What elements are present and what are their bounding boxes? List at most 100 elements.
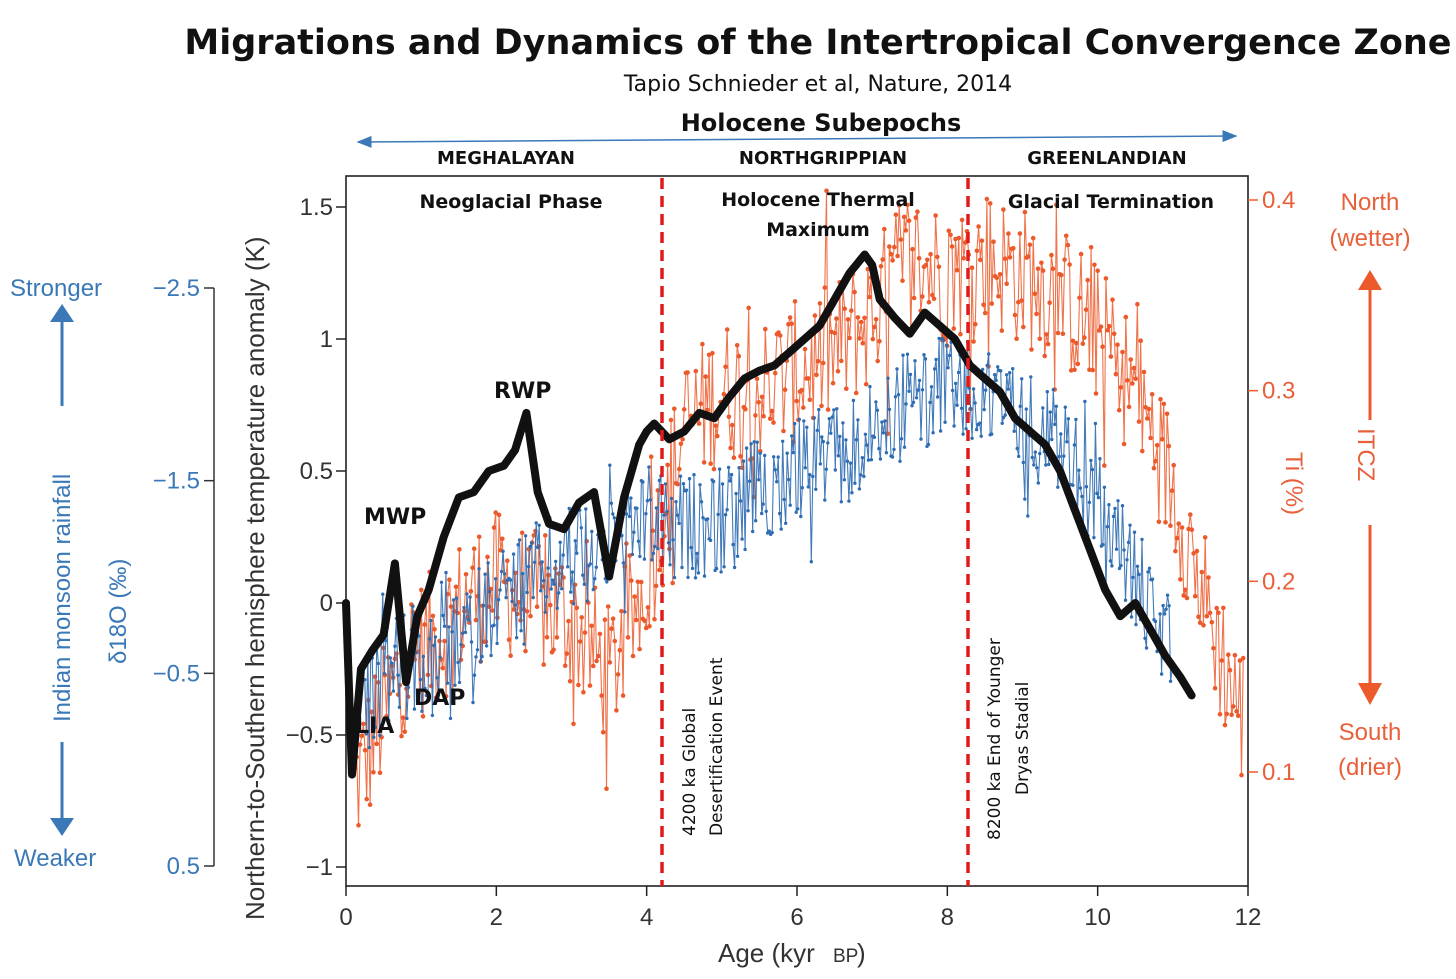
d18o-point bbox=[560, 587, 564, 591]
ti-point bbox=[892, 244, 897, 250]
d18o-point bbox=[412, 707, 417, 711]
ti-point bbox=[1153, 458, 1158, 464]
d18o-point bbox=[1050, 437, 1054, 442]
y-tick-label: 1 bbox=[320, 326, 333, 353]
d18o-point bbox=[537, 523, 541, 527]
ti-point bbox=[928, 251, 933, 257]
d18o-point bbox=[868, 384, 872, 389]
ti-point bbox=[1070, 338, 1076, 344]
d18o-point bbox=[387, 718, 391, 723]
ti-point bbox=[754, 376, 760, 382]
ti-point bbox=[863, 381, 869, 387]
ti-point bbox=[807, 397, 813, 403]
d18o-point bbox=[708, 538, 713, 543]
ti-point bbox=[675, 481, 680, 487]
d18o-point bbox=[973, 401, 977, 405]
ti-point bbox=[701, 460, 707, 465]
d18o-point bbox=[423, 686, 427, 691]
d18o-point bbox=[817, 407, 821, 412]
ti-point bbox=[834, 316, 839, 321]
d18o-series-line bbox=[364, 336, 1173, 748]
subepoch-greenlandian: GREENLANDIAN bbox=[1027, 148, 1186, 169]
ti-point bbox=[1034, 311, 1039, 317]
svg-text:8200 ka End of Younger: 8200 ka End of Younger bbox=[985, 638, 1005, 840]
d18o-point bbox=[674, 500, 678, 504]
d18o-point bbox=[829, 431, 833, 435]
d18o-point bbox=[1003, 413, 1007, 417]
d18o-point bbox=[555, 606, 559, 610]
temperature-anomaly-line bbox=[342, 250, 1196, 779]
d18o-point bbox=[990, 432, 994, 436]
d18o-point bbox=[528, 544, 532, 549]
phase-thermal-maximum-line1: Holocene Thermal bbox=[721, 189, 915, 211]
ti-point bbox=[981, 302, 986, 308]
d18o-point bbox=[1045, 390, 1050, 394]
d18o-point bbox=[487, 590, 492, 594]
ti-point bbox=[911, 295, 917, 301]
d18o-point bbox=[806, 485, 810, 489]
ti-point bbox=[399, 733, 404, 739]
x-tick-label: 12 bbox=[1235, 904, 1262, 931]
ti-point bbox=[1063, 233, 1069, 239]
ti-point bbox=[1224, 711, 1229, 717]
d18o-point bbox=[1110, 564, 1114, 568]
d18o-point bbox=[763, 453, 767, 458]
ti-point bbox=[619, 609, 624, 614]
ti-point bbox=[1232, 652, 1238, 658]
d18o-point bbox=[968, 406, 973, 411]
ti-point bbox=[973, 321, 978, 327]
d18o-point bbox=[1087, 500, 1092, 505]
d18o-point bbox=[850, 491, 854, 495]
d18o-point bbox=[474, 655, 478, 659]
d18o-point bbox=[1165, 593, 1170, 597]
d18o-point bbox=[483, 572, 487, 576]
d18o-point bbox=[1168, 679, 1173, 683]
d18o-point bbox=[787, 477, 791, 482]
d18o-point bbox=[719, 570, 723, 574]
ti-point bbox=[769, 408, 775, 414]
d18o-point bbox=[525, 590, 529, 595]
ti-point bbox=[442, 638, 447, 644]
d18o-point bbox=[895, 367, 899, 371]
ti-point bbox=[637, 646, 642, 652]
ti-point bbox=[1017, 231, 1023, 236]
ti-point bbox=[858, 319, 864, 325]
d18o-point bbox=[1167, 604, 1171, 608]
d18o-point bbox=[732, 565, 737, 570]
d18o-point bbox=[448, 716, 453, 721]
d18o-point bbox=[1005, 373, 1009, 377]
d18o-point bbox=[460, 631, 465, 635]
d18o-point bbox=[645, 499, 650, 503]
d18o-point bbox=[1108, 559, 1113, 563]
ti-point bbox=[862, 315, 867, 321]
ti-point bbox=[1196, 614, 1201, 619]
d18o-point bbox=[677, 521, 681, 526]
d18o-point bbox=[1134, 622, 1138, 627]
ti-point bbox=[1197, 620, 1203, 625]
ti-point bbox=[1128, 357, 1133, 362]
d18o-point bbox=[844, 438, 848, 442]
d18o-point bbox=[805, 425, 809, 429]
ti-point bbox=[1108, 354, 1114, 359]
ti-point bbox=[925, 257, 930, 263]
d18o-point bbox=[1015, 446, 1019, 451]
ti-point bbox=[1126, 404, 1132, 410]
d18o-point bbox=[1030, 455, 1035, 460]
ti-point bbox=[357, 742, 363, 747]
d18o-point bbox=[457, 680, 462, 685]
monsoon-stronger-label: Stronger bbox=[10, 275, 102, 302]
ti-point bbox=[1082, 335, 1087, 340]
d18o-point bbox=[974, 427, 979, 432]
ti-point bbox=[610, 616, 616, 621]
ti-point bbox=[916, 255, 922, 261]
y-tick-label: 0 bbox=[320, 590, 333, 617]
ti-point bbox=[677, 466, 682, 472]
ti-point bbox=[1181, 593, 1186, 598]
ti-point bbox=[1207, 610, 1213, 616]
d18o-point bbox=[486, 561, 490, 565]
d18o-point bbox=[994, 378, 998, 383]
d18o-point bbox=[1036, 481, 1041, 485]
ti-point bbox=[971, 339, 976, 344]
ti-point bbox=[1221, 605, 1226, 611]
temperature-series-layer bbox=[342, 250, 1196, 779]
